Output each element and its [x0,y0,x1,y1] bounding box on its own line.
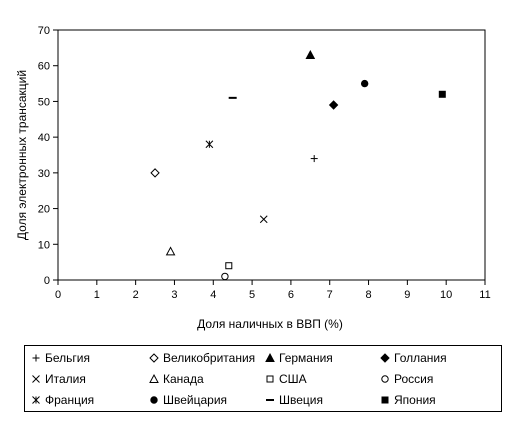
y-tick-label: 20 [38,204,50,216]
y-tick-label: 70 [38,25,50,37]
x-tick-label: 4 [210,289,216,301]
x-tick-label: 1 [94,289,100,301]
data-points [150,49,446,281]
legend-marker [149,353,159,363]
x-tick-label: 10 [440,289,452,301]
y-tick-label: 40 [38,132,50,144]
legend-item: Италия [32,372,86,386]
legend-item: Великобритания [149,351,255,365]
y-tick-label: 30 [38,168,50,180]
y-tick-label: 50 [38,96,50,108]
legend-label: Голлания [394,351,447,365]
legend-item: Канада [149,372,204,386]
legend-label: Италия [45,372,86,386]
legend-label: Бельгия [45,351,90,365]
plot-area [57,29,486,281]
legend-label: США [279,372,307,386]
x-tick-label: 8 [365,289,371,301]
y-tick-label: 10 [38,239,50,251]
legend-label: Великобритания [163,351,255,365]
x-axis-ticks: 0 1 2 3 4 5 6 7 8 9 10 11 [55,280,491,301]
data-point [150,168,160,178]
legend: Бельгия Великобритания Германия Голлания Ита… [24,345,502,412]
legend-item: Швейцария [150,393,227,407]
legend-marker [150,396,158,404]
x-tick-label: 0 [55,289,61,301]
legend-label: Россия [394,372,433,386]
legend-item: Франция [32,393,94,407]
legend-item: Япония [381,393,436,407]
x-tick-label: 2 [133,289,139,301]
x-tick-label: 3 [171,289,177,301]
legend-marker [32,396,40,404]
legend-marker [381,375,389,383]
legend-marker [32,375,40,383]
data-point [360,79,369,88]
legend-label: Канада [163,372,204,386]
x-tick-label: 7 [327,289,333,301]
data-point [259,215,268,224]
x-tick-label: 6 [288,289,294,301]
legend-label: Франция [45,393,94,407]
x-tick-label: 5 [249,289,255,301]
data-point [221,272,229,281]
legend-marker [380,353,390,363]
legend-label: Япония [394,393,436,407]
legend-marker [266,375,274,383]
legend-item: Россия [381,372,433,386]
data-point [165,246,176,256]
legend-marker [32,354,40,362]
y-tick-label: 0 [44,275,50,287]
legend-item: США [266,372,307,386]
legend-marker [265,352,275,362]
data-point [310,155,318,163]
scatter-chart: 0 1 2 3 4 5 6 7 8 9 10 11 0 10 20 30 40 50 60 70 Доля нали… [15,25,491,331]
legend-marker [381,396,389,404]
legend-item: Швеция [266,393,323,407]
legend-item: Бельгия [32,351,90,365]
y-tick-label: 60 [38,61,50,73]
legend-item: Голлания [380,351,447,365]
legend-label: Швеция [279,393,323,407]
data-point [328,100,339,110]
legend-label: Швейцария [163,393,227,407]
x-axis-label: Доля наличных в ВВП (%) [197,317,343,331]
legend-item: Германия [265,351,333,365]
legend-label: Германия [279,351,333,365]
y-axis-ticks: 0 10 20 30 40 50 60 70 [38,25,58,287]
data-point [225,262,233,270]
legend-marker [149,373,159,383]
data-point [205,140,214,149]
data-point [438,90,446,98]
x-tick-label: 11 [479,289,490,301]
plot-frame [57,29,486,281]
y-axis-label: Доля электронных трансакций [15,70,29,240]
data-point [305,49,316,59]
x-tick-label: 9 [404,289,410,301]
